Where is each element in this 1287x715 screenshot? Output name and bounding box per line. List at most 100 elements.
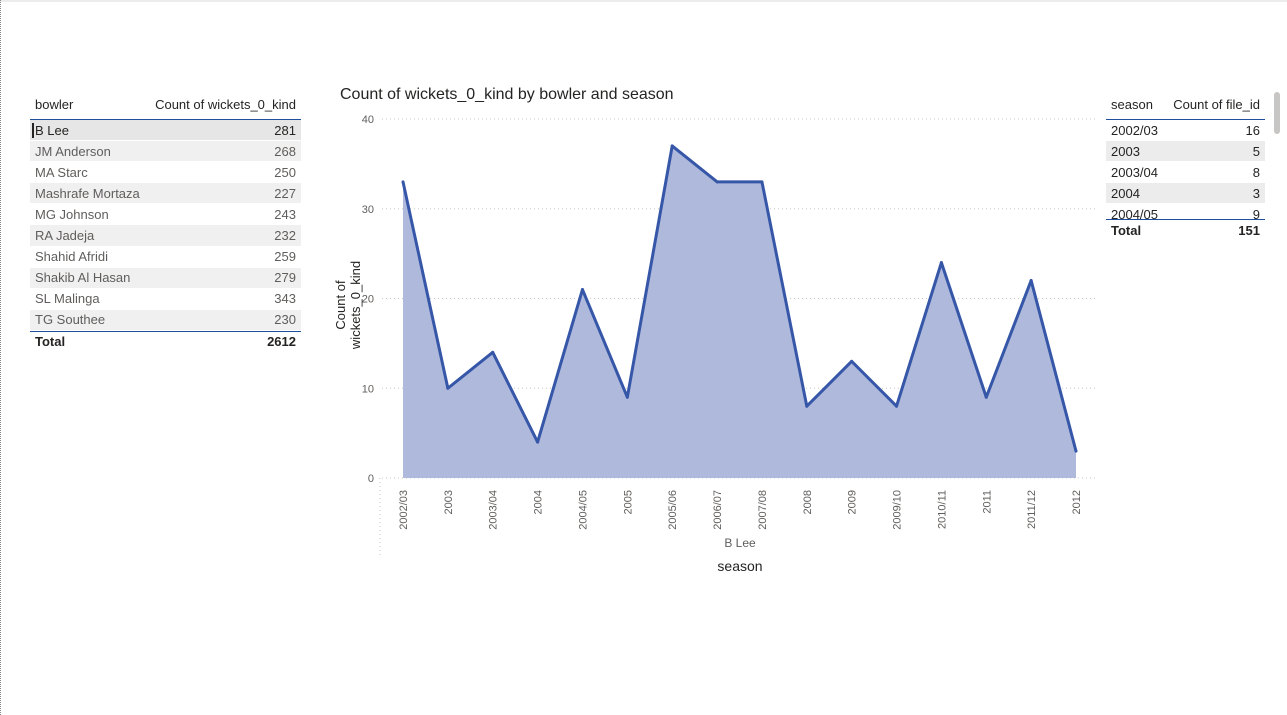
table-row[interactable]: MG Johnson 243 [30,204,301,226]
cell-season: 2004 [1111,185,1140,201]
y-tick-label: 30 [362,204,374,216]
cell-value: 230 [274,312,296,328]
total-label: Total [35,334,66,350]
y-tick-label: 20 [362,294,374,306]
table-row[interactable]: SL Malinga 343 [30,289,301,310]
cell-value: 250 [274,164,296,180]
table-body[interactable]: 2002/03 16 2003 5 2003/04 8 2004 3 2004/05 9 [1106,120,1265,220]
table-row[interactable]: 2003/04 8 [1106,162,1265,184]
cell-value: 16 [1245,122,1260,138]
data-point [536,440,540,444]
x-tick-label: 2003 [443,490,455,514]
x-axis-title: season [717,558,763,574]
table-row[interactable]: JM Anderson 268 [30,141,301,163]
cell-name: JM Anderson [35,143,111,159]
cell-value: 259 [274,249,296,265]
cell-season: 2003 [1111,143,1140,159]
cell-value: 281 [274,122,296,138]
table-row[interactable]: MA Starc 250 [30,162,301,184]
x-tick-label: 2007/08 [757,490,769,530]
table-row[interactable]: 2004 3 [1106,183,1265,205]
total-value: 151 [1238,223,1260,238]
season-file-table[interactable]: season Count of file_id 2002/03 16 2003 5 20… [1106,90,1265,241]
cell-name: B Lee [32,122,69,138]
cell-season: 2004/05 [1111,206,1158,220]
x-tick-label: 2009/10 [892,490,904,530]
cell-value: 232 [274,228,296,244]
cell-name: Shahid Afridi [35,249,108,265]
table-row[interactable]: 2003 5 [1106,141,1265,163]
data-point [939,261,943,265]
table-row[interactable]: 2004/05 9 [1106,204,1265,220]
total-value: 2612 [267,334,296,350]
table-row[interactable]: RA Jadeja 232 [30,225,301,247]
y-tick-label: 40 [362,114,374,126]
x-tick-label: 2010/11 [936,490,948,529]
x-tick-label: 2002/03 [398,490,410,530]
canvas-top-border [0,0,1287,2]
cell-value: 9 [1252,206,1260,220]
data-point [1029,279,1033,283]
data-point [895,404,899,408]
table-row[interactable]: Shakib Al Hasan 279 [30,267,301,289]
table-row[interactable]: 2002/03 16 [1106,120,1265,142]
total-label: Total [1111,223,1142,238]
y-tick-label: 0 [368,473,374,485]
column-header-season[interactable]: season [1111,97,1153,112]
table-total-row: Total 151 [1106,220,1265,241]
data-point [984,395,988,399]
x-tick-label: 2009 [847,490,859,514]
x-tick-label: 2005 [622,490,634,514]
canvas-left-border [0,0,1,715]
area-chart[interactable]: 0 10 20 30 40 2002/03 2003 2003/04 2004 2004/05 20… [330,105,1110,560]
bowler-wickets-table[interactable]: bowler Count of wickets_0_kind B Lee 281 J… [30,90,301,352]
data-point [401,180,405,184]
cell-value: 5 [1252,143,1260,159]
x-tick-label: 2003/04 [488,490,500,530]
table-header: bowler Count of wickets_0_kind [30,90,301,120]
data-point [760,180,764,184]
x-tick-label: 2004/05 [577,490,589,530]
x-tick-label: 2005/06 [667,490,679,530]
cell-name: RA Jadeja [35,228,95,244]
x-tick-label: 2011/12 [1026,490,1038,529]
column-header-bowler[interactable]: bowler [35,97,74,112]
data-point [805,404,809,408]
data-point [491,350,495,354]
table-body: B Lee 281 JM Anderson 268 MA Starc 250 Mashraf… [30,120,301,331]
chart-title: Count of wickets_0_kind by bowler and se… [340,86,674,103]
cell-season: 2003/04 [1111,164,1158,180]
x-axis-subtitle: B Lee [724,536,756,550]
cell-name: Mashrafe Mortaza [35,185,140,201]
column-header-count[interactable]: Count of wickets_0_kind [155,97,296,112]
cell-name: MG Johnson [35,206,109,222]
cell-value: 227 [274,185,296,201]
table-row[interactable]: Mashrafe Mortaza 227 [30,183,301,205]
table-header: season Count of file_id [1106,90,1265,120]
cell-value: 3 [1252,185,1260,201]
cell-value: 343 [274,291,296,307]
table-row[interactable]: B Lee 281 [30,120,301,142]
data-point [850,359,854,363]
data-point [625,395,629,399]
data-point [446,386,450,390]
cell-value: 243 [274,206,296,222]
data-point [715,180,719,184]
x-tick-label: 2004 [533,490,545,514]
table-row[interactable]: Shahid Afridi 259 [30,247,301,268]
cell-season: 2002/03 [1111,122,1158,138]
column-header-count[interactable]: Count of file_id [1173,97,1260,112]
x-tick-label: 2006/07 [712,490,724,530]
cell-name: SL Malinga [35,291,100,307]
x-tick-label: 2011 [981,490,993,514]
x-tick-label: 2008 [802,490,814,514]
cell-name: MA Starc [35,164,88,180]
cell-name: TG Southee [35,312,106,328]
cell-value: 268 [274,143,296,159]
cell-value: 279 [274,270,296,286]
x-tick-label: 2012 [1071,490,1083,514]
table-scrollbar[interactable] [1274,92,1280,134]
data-point [1074,449,1078,453]
table-row[interactable]: TG Southee 230 [30,309,301,331]
data-point [580,288,584,292]
